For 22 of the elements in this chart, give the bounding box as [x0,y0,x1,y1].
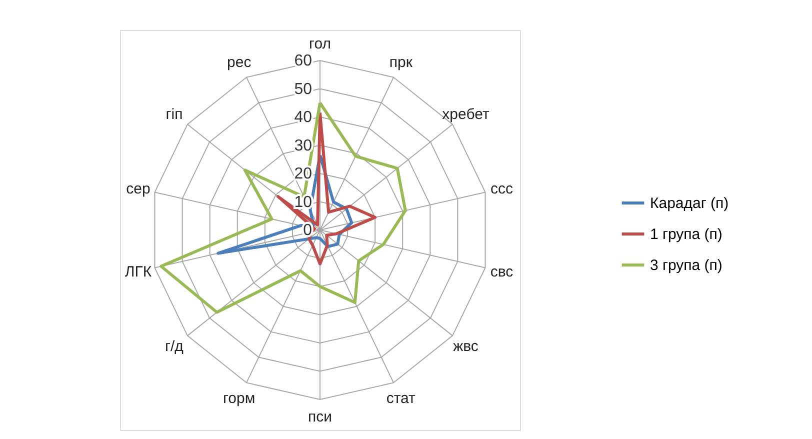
legend-label: Карадаг (п) [650,195,729,212]
spoke-label: хребет [442,106,490,123]
spoke-label: ЛГК [124,263,152,280]
spoke-label: свс [490,263,514,280]
y-tick-label: 0 [303,222,312,239]
legend-label: 1 група (п) [650,226,722,243]
spoke-label: гіп [166,106,183,123]
y-tick-label: 50 [294,80,312,98]
y-tick-label: 60 [294,52,312,70]
spoke-label: прк [389,54,413,72]
spoke-label: г/д [165,338,184,356]
spoke-label: жвс [453,338,479,356]
spoke-label: сер [126,180,150,198]
spoke-label: ссс [490,180,514,198]
spoke-label: гол [309,36,331,53]
spoke-label: стат [386,390,416,407]
legend-label: 3 група (п) [650,257,722,274]
y-tick-label: 30 [294,137,312,154]
spoke-label: пси [308,408,332,426]
spoke-label: рес [227,54,252,72]
spoke-label: горм [223,390,256,407]
y-tick-label: 40 [294,109,312,126]
